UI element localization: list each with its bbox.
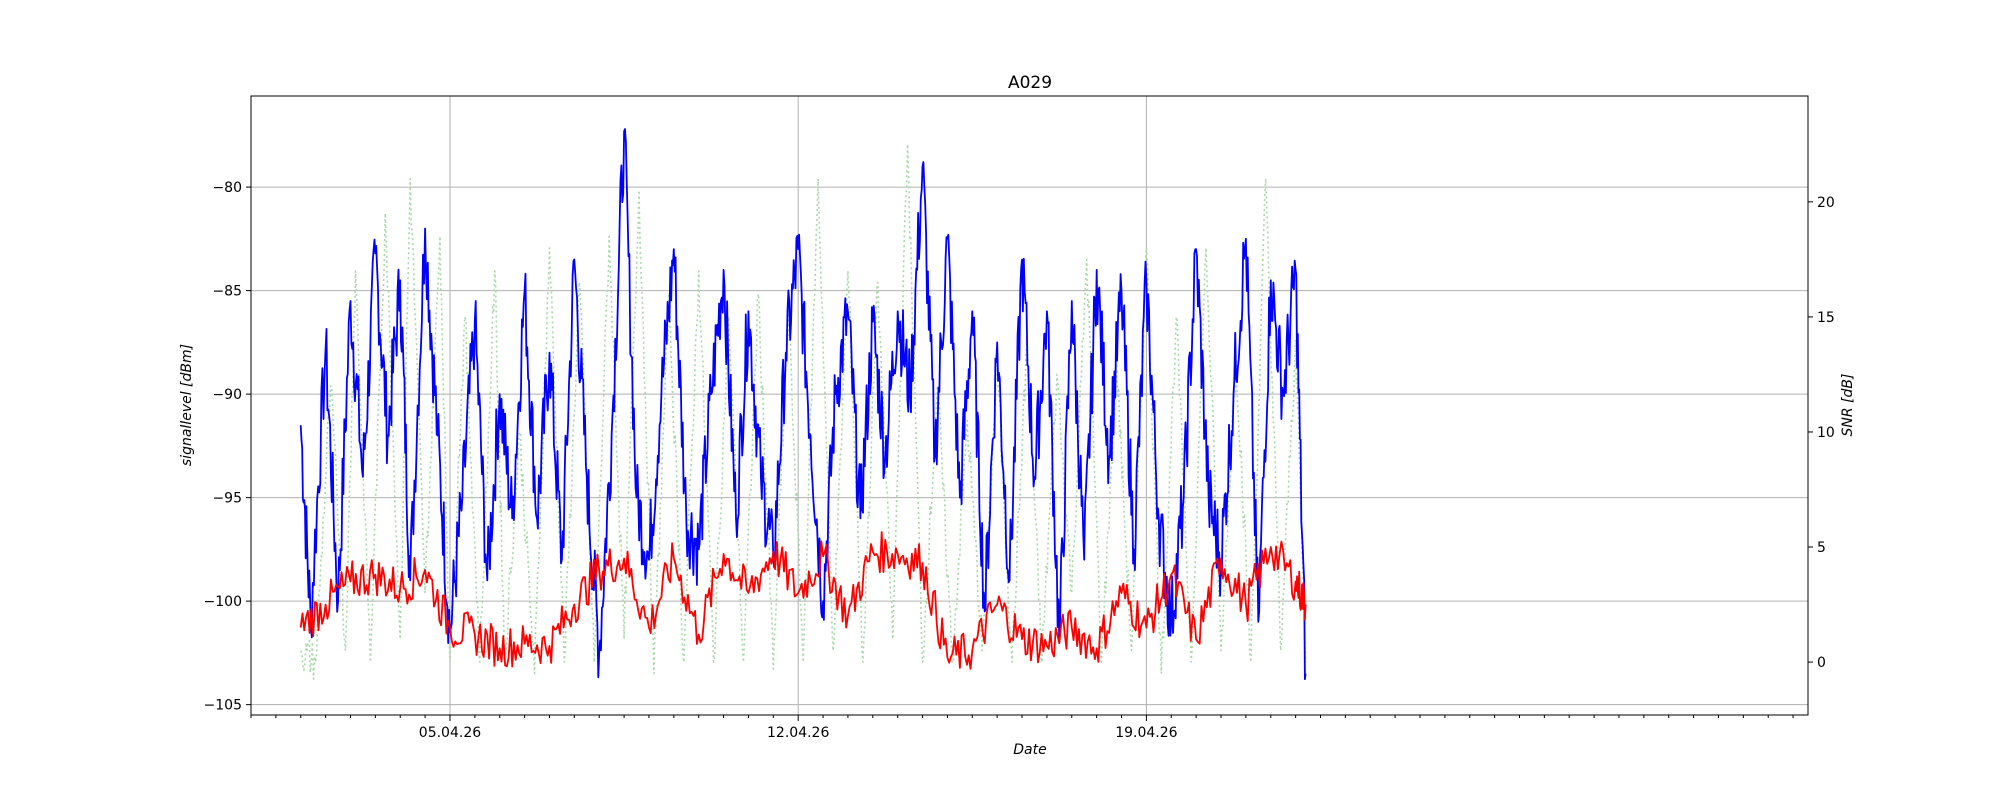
y-tick-label: −105 (204, 698, 242, 714)
y2-tick-label: 20 (1817, 195, 1835, 211)
x-tick-label: 05.04.26 (419, 725, 481, 741)
y-tick-label: −85 (212, 284, 242, 300)
y-tick-label: −100 (204, 594, 242, 610)
y2-tick-label: 15 (1817, 310, 1835, 326)
x-tick-label: 12.04.26 (767, 725, 829, 741)
series-line-0 (299, 128, 1307, 681)
y2-axis-title: SNR [dB] (1840, 374, 1856, 437)
chart-title: A029 (1008, 73, 1052, 93)
series-line-1 (299, 531, 1307, 670)
y-tick-label: −95 (212, 491, 242, 507)
series-layer (299, 128, 1307, 681)
x-axis-title: Date (1013, 742, 1046, 758)
y2-tick-label: 0 (1817, 655, 1826, 671)
y-tick-label: −90 (212, 387, 242, 403)
plot-frame (250, 95, 1809, 716)
y-axis-title: signallevel [dBm] (179, 344, 195, 466)
x-tick-label: 19.04.26 (1115, 725, 1177, 741)
y2-tick-label: 10 (1817, 425, 1835, 441)
y2-tick-label: 5 (1817, 540, 1826, 556)
y-tick-label: −80 (212, 180, 242, 196)
ticks-layer: −80 −85 −90 −95 −100 −105 0 5 10 15 20 05.04.26 12.0… (204, 180, 1835, 741)
